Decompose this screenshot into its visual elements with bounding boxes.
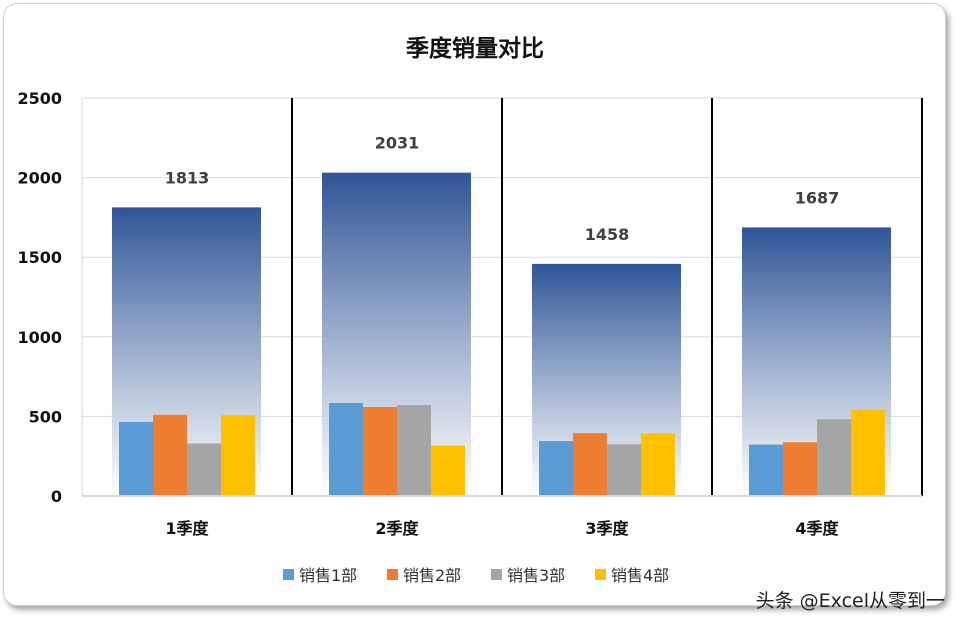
legend-label: 销售1部 bbox=[299, 566, 357, 585]
y-tick-label: 2500 bbox=[17, 89, 62, 108]
x-tick-label: 1季度 bbox=[165, 519, 209, 538]
bar-销售4部 bbox=[221, 415, 255, 496]
bar-销售3部 bbox=[187, 443, 221, 496]
total-label: 1458 bbox=[585, 225, 630, 244]
bar-销售3部 bbox=[817, 419, 851, 496]
total-label: 2031 bbox=[375, 134, 420, 153]
bar-销售1部 bbox=[119, 421, 153, 496]
y-tick-label: 1000 bbox=[17, 328, 62, 347]
watermark: 头条 @Excel从零到一 bbox=[755, 590, 945, 612]
legend-swatch bbox=[595, 569, 606, 580]
y-tick-label: 1500 bbox=[17, 248, 62, 267]
x-tick-label: 4季度 bbox=[795, 519, 839, 538]
y-tick-label: 2000 bbox=[17, 169, 62, 188]
total-label: 1687 bbox=[795, 188, 840, 207]
legend-label: 销售2部 bbox=[403, 566, 461, 585]
bar-销售2部 bbox=[363, 407, 397, 496]
bar-销售2部 bbox=[153, 414, 187, 496]
legend-swatch bbox=[491, 569, 502, 580]
y-tick-label: 500 bbox=[29, 407, 62, 426]
legend-label: 销售3部 bbox=[507, 566, 565, 585]
bar-销售4部 bbox=[641, 433, 675, 496]
bar-销售1部 bbox=[539, 441, 573, 496]
chart-title: 季度销量对比 bbox=[406, 35, 544, 62]
bar-销售3部 bbox=[607, 444, 641, 496]
x-tick-label: 2季度 bbox=[375, 519, 419, 538]
bar-销售2部 bbox=[573, 433, 607, 496]
legend-swatch bbox=[387, 569, 398, 580]
total-label: 1813 bbox=[165, 168, 210, 187]
bar-销售4部 bbox=[851, 409, 885, 496]
y-tick-label: 0 bbox=[51, 487, 62, 506]
bar-销售4部 bbox=[431, 445, 465, 496]
bar-销售1部 bbox=[749, 444, 783, 496]
legend-swatch bbox=[283, 569, 294, 580]
bar-销售2部 bbox=[783, 442, 817, 496]
x-tick-label: 3季度 bbox=[585, 519, 629, 538]
legend-label: 销售4部 bbox=[611, 566, 669, 585]
bar-销售3部 bbox=[397, 405, 431, 496]
bar-销售1部 bbox=[329, 403, 363, 496]
